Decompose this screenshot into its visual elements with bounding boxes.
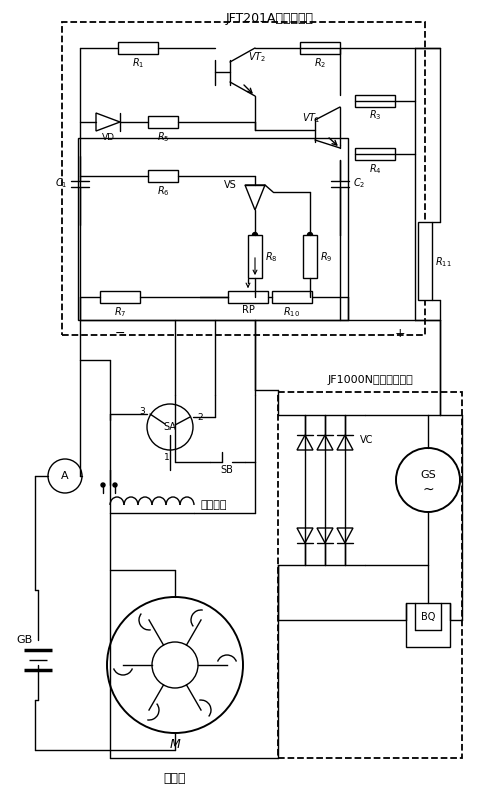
Bar [355, 95, 395, 107]
Text: SB: SB [220, 465, 233, 475]
Bar [300, 42, 340, 54]
Text: $VT_1$: $VT_1$ [302, 111, 320, 125]
Bar [148, 116, 178, 128]
Text: $R_9$: $R_9$ [320, 250, 333, 264]
Text: $C_1$: $C_1$ [54, 176, 67, 190]
Text: GB: GB [17, 635, 33, 645]
Text: VC: VC [360, 435, 373, 445]
Circle shape [101, 483, 105, 487]
Circle shape [113, 483, 117, 487]
Text: $R_{10}$: $R_{10}$ [283, 305, 301, 319]
Bar [418, 222, 432, 300]
Bar [355, 148, 395, 160]
Text: $R_4$: $R_4$ [369, 162, 381, 176]
Text: VS: VS [224, 180, 237, 190]
Text: $VT_2$: $VT_2$ [248, 50, 266, 64]
Text: VD: VD [101, 133, 115, 142]
Bar [62, 22, 425, 335]
Text: RP: RP [241, 305, 254, 315]
Circle shape [252, 232, 258, 237]
Text: 启动机: 启动机 [164, 772, 186, 785]
Text: $R_1$: $R_1$ [132, 56, 144, 70]
Bar [406, 603, 450, 647]
Text: SA: SA [163, 422, 176, 432]
Text: $R_8$: $R_8$ [265, 250, 278, 264]
Text: GS: GS [420, 470, 436, 480]
Text: JFT201A电压调节器: JFT201A电压调节器 [226, 12, 314, 25]
Text: JF1000N硅整流发电机: JF1000N硅整流发电机 [327, 375, 413, 385]
Text: $R_3$: $R_3$ [369, 108, 381, 122]
Bar [100, 291, 140, 303]
Text: $R_2$: $R_2$ [314, 56, 326, 70]
Text: A: A [61, 471, 69, 481]
Bar [303, 235, 317, 278]
Bar [78, 138, 348, 320]
Text: $R_7$: $R_7$ [114, 305, 126, 319]
Text: 1: 1 [164, 453, 170, 462]
Text: BQ: BQ [421, 612, 435, 622]
Text: +: + [395, 327, 405, 340]
Bar [278, 392, 462, 758]
Text: ~: ~ [422, 483, 434, 497]
Text: M: M [170, 738, 180, 752]
Bar [272, 291, 312, 303]
Text: $C_2$: $C_2$ [353, 176, 365, 190]
Text: $R_5$: $R_5$ [157, 130, 169, 144]
Text: $R_{11}$: $R_{11}$ [435, 255, 452, 269]
Bar [148, 170, 178, 182]
Text: $R_6$: $R_6$ [157, 184, 169, 197]
Circle shape [307, 232, 313, 237]
Text: 2: 2 [197, 412, 203, 422]
Bar [228, 291, 268, 303]
Bar [118, 42, 158, 54]
Bar [248, 235, 262, 278]
Text: 3: 3 [139, 408, 145, 416]
Text: −: − [115, 327, 125, 340]
Text: 电磁开关: 电磁开关 [201, 500, 228, 510]
